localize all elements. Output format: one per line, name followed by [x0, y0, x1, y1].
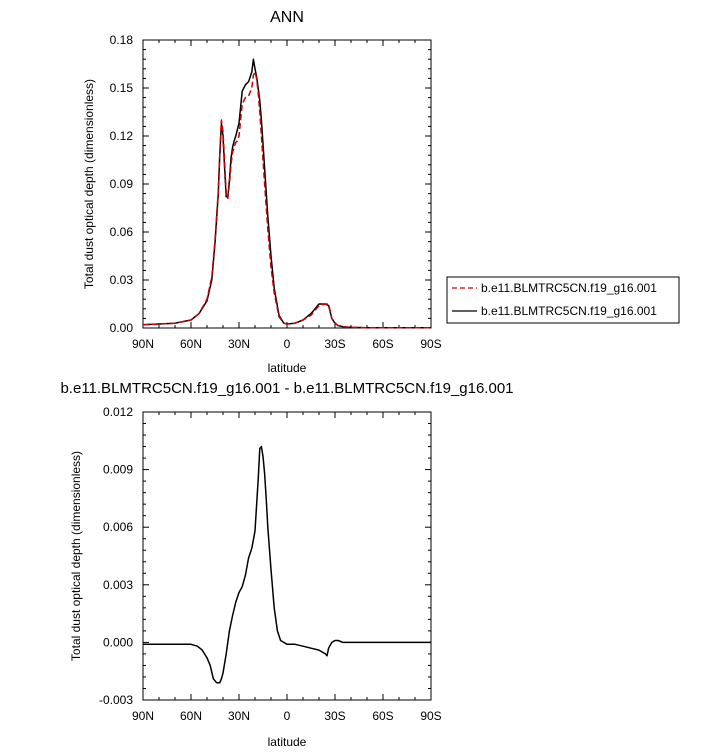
- figure: ANN 90N 60N 30N 0 30S 60S 90S 0.00 0.03 0.06 0.09 0…: [0, 0, 725, 756]
- x-tick-label: 0: [284, 709, 291, 723]
- x-tick-label: 30S: [324, 709, 345, 723]
- y-tick-label: 0.15: [110, 81, 134, 95]
- x-tick-label: 0: [284, 337, 291, 351]
- x-tick-label: 60N: [180, 709, 202, 723]
- bottom-y-axis-label: Total dust optical depth (dimensionless): [69, 451, 83, 661]
- y-tick-label: 0.009: [103, 463, 133, 477]
- bottom-x-axis-label: latitude: [268, 735, 307, 749]
- series-line-2: [143, 59, 431, 328]
- y-tick-label: 0.00: [110, 321, 134, 335]
- bottom-chart-title: b.e11.BLMTRC5CN.f19_g16.001 - b.e11.BLMT…: [60, 380, 513, 397]
- legend-label-2: b.e11.BLMTRC5CN.f19_g16.001: [481, 304, 657, 318]
- top-chart-title: ANN: [270, 9, 304, 26]
- series-line-1: [143, 72, 431, 328]
- y-tick-label: 0.09: [110, 177, 134, 191]
- x-tick-label: 90N: [132, 337, 154, 351]
- y-tick-label: -0.003: [99, 693, 133, 707]
- top-panel: ANN 90N 60N 30N 0 30S 60S 90S 0.00 0.03 0.06 0.09 0…: [82, 9, 442, 375]
- x-tick-label: 60N: [180, 337, 202, 351]
- y-tick-label: 0.000: [103, 635, 133, 649]
- y-tick-label: 0.003: [103, 578, 133, 592]
- bottom-panel: b.e11.BLMTRC5CN.f19_g16.001 - b.e11.BLMT…: [60, 380, 513, 749]
- bottom-plot-frame: [143, 412, 431, 700]
- x-tick-label: 30S: [324, 337, 345, 351]
- x-tick-label: 90S: [420, 709, 441, 723]
- legend: b.e11.BLMTRC5CN.f19_g16.001 b.e11.BLMTRC…: [447, 277, 679, 323]
- x-tick-label: 30N: [228, 709, 250, 723]
- top-plot-frame: [143, 40, 431, 328]
- x-tick-label: 60S: [372, 337, 393, 351]
- y-tick-label: 0.006: [103, 520, 133, 534]
- x-tick-label: 90N: [132, 709, 154, 723]
- top-x-axis-label: latitude: [268, 361, 307, 375]
- y-tick-label: 0.18: [110, 33, 134, 47]
- y-tick-label: 0.12: [110, 129, 134, 143]
- bottom-series-group: [143, 447, 431, 683]
- series-line-1: [143, 447, 431, 683]
- legend-label-1: b.e11.BLMTRC5CN.f19_g16.001: [481, 281, 657, 295]
- top-y-axis-label: Total dust optical depth (dimensionless): [82, 79, 96, 289]
- y-tick-label: 0.012: [103, 405, 133, 419]
- x-tick-label: 90S: [420, 337, 441, 351]
- y-tick-label: 0.06: [110, 225, 134, 239]
- top-series-group: [143, 59, 431, 328]
- y-tick-label: 0.03: [110, 273, 134, 287]
- x-tick-label: 60S: [372, 709, 393, 723]
- x-tick-label: 30N: [228, 337, 250, 351]
